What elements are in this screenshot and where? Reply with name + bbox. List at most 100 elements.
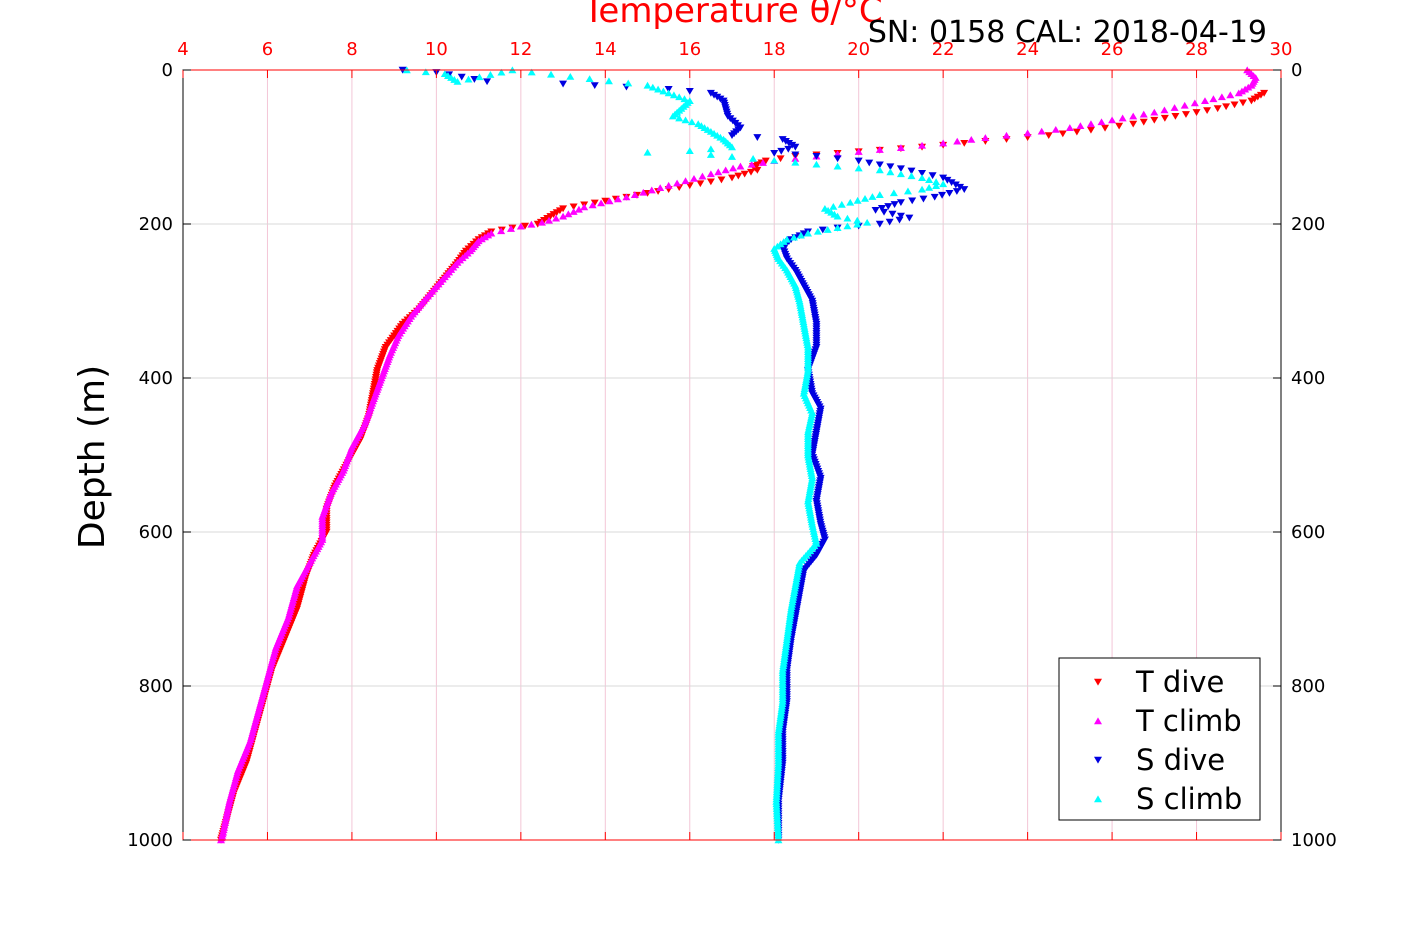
y-tick-labels: 0 0 200 200 400 400 600 600 800 800 1000 1000 bbox=[127, 60, 1337, 851]
data-point bbox=[863, 218, 872, 226]
data-point bbox=[886, 168, 895, 176]
data-point bbox=[846, 198, 855, 206]
data-point bbox=[1023, 129, 1032, 137]
x-tick-label: 12 bbox=[509, 39, 532, 60]
data-point bbox=[1192, 109, 1201, 116]
data-point bbox=[1238, 99, 1247, 107]
data-point bbox=[675, 93, 684, 101]
data-point bbox=[681, 177, 690, 185]
data-point bbox=[559, 212, 568, 220]
data-point bbox=[1115, 122, 1124, 130]
data-point bbox=[956, 183, 965, 191]
data-point bbox=[1209, 95, 1218, 103]
data-point bbox=[919, 195, 928, 203]
x-tick-label: 30 bbox=[1270, 39, 1293, 60]
data-point bbox=[833, 212, 842, 220]
data-point bbox=[761, 157, 770, 165]
data-point bbox=[566, 73, 575, 80]
data-point bbox=[1065, 124, 1074, 131]
data-point bbox=[753, 161, 762, 169]
x-tick-label: 8 bbox=[346, 39, 357, 60]
data-point bbox=[470, 76, 479, 83]
data-point bbox=[953, 137, 962, 145]
data-point bbox=[728, 143, 736, 151]
x-tick-label: 18 bbox=[763, 39, 786, 60]
x-tick-label: 24 bbox=[1016, 39, 1039, 60]
data-point bbox=[865, 159, 874, 167]
data-point bbox=[559, 80, 568, 88]
data-point bbox=[813, 227, 822, 235]
data-point bbox=[833, 155, 842, 163]
data-point bbox=[799, 230, 808, 238]
data-point bbox=[685, 147, 694, 155]
data-point bbox=[1226, 91, 1235, 99]
data-point bbox=[547, 70, 556, 78]
y-tick-label-right: 200 bbox=[1291, 214, 1325, 235]
data-point bbox=[905, 214, 914, 222]
data-point bbox=[540, 216, 549, 224]
data-point bbox=[918, 185, 927, 193]
data-point bbox=[506, 225, 515, 232]
data-point bbox=[854, 148, 863, 155]
data-point bbox=[781, 138, 790, 145]
data-point bbox=[464, 75, 473, 83]
legend-marker bbox=[1094, 717, 1102, 725]
data-point bbox=[740, 170, 749, 178]
data-point bbox=[706, 170, 715, 178]
y-tick-label-right: 1000 bbox=[1291, 830, 1337, 851]
data-point bbox=[938, 191, 947, 199]
data-point bbox=[896, 170, 905, 178]
data-point bbox=[687, 118, 696, 126]
data-point bbox=[770, 149, 779, 157]
data-point bbox=[788, 141, 797, 149]
data-point bbox=[713, 93, 722, 101]
data-point bbox=[710, 91, 719, 99]
data-point bbox=[527, 68, 536, 76]
data-point bbox=[1160, 114, 1169, 122]
data-point bbox=[868, 193, 877, 200]
data-point bbox=[654, 85, 663, 93]
data-point bbox=[685, 87, 694, 95]
data-point bbox=[1217, 93, 1226, 101]
data-point bbox=[812, 153, 821, 160]
data-point bbox=[785, 139, 794, 147]
legend-label: T dive bbox=[1135, 665, 1224, 699]
data-point bbox=[875, 191, 884, 198]
y-tick-label-right: 0 bbox=[1291, 60, 1302, 81]
data-point bbox=[753, 134, 762, 141]
data-point bbox=[1150, 108, 1159, 116]
data-point bbox=[1160, 106, 1169, 114]
data-point bbox=[889, 189, 898, 197]
data-point bbox=[1253, 93, 1262, 101]
data-point bbox=[1051, 125, 1060, 133]
data-point bbox=[1139, 118, 1148, 126]
data-point bbox=[475, 73, 484, 81]
data-point bbox=[928, 172, 937, 180]
series-layer bbox=[217, 66, 1269, 844]
data-point bbox=[918, 169, 927, 177]
data-point bbox=[952, 188, 961, 195]
data-point bbox=[753, 166, 762, 174]
data-point bbox=[907, 172, 916, 180]
legend-label: T climb bbox=[1135, 704, 1242, 738]
data-point bbox=[1097, 118, 1106, 126]
data-point bbox=[939, 180, 948, 188]
data-point bbox=[896, 212, 905, 220]
y-tick-label-left: 600 bbox=[139, 522, 173, 543]
data-point bbox=[681, 116, 690, 124]
data-point bbox=[877, 205, 886, 212]
data-point bbox=[896, 199, 905, 207]
data-point bbox=[604, 77, 613, 85]
x-tick-label: 10 bbox=[425, 39, 448, 60]
x-tick-label: 22 bbox=[932, 39, 955, 60]
data-point bbox=[967, 135, 976, 143]
data-point bbox=[1200, 97, 1209, 104]
data-point bbox=[930, 193, 939, 201]
data-point bbox=[1139, 110, 1148, 118]
data-point bbox=[673, 179, 682, 187]
data-point bbox=[918, 141, 927, 149]
data-point bbox=[1230, 101, 1239, 109]
data-point bbox=[545, 216, 553, 224]
data-point bbox=[613, 195, 622, 203]
data-point bbox=[1222, 103, 1231, 111]
